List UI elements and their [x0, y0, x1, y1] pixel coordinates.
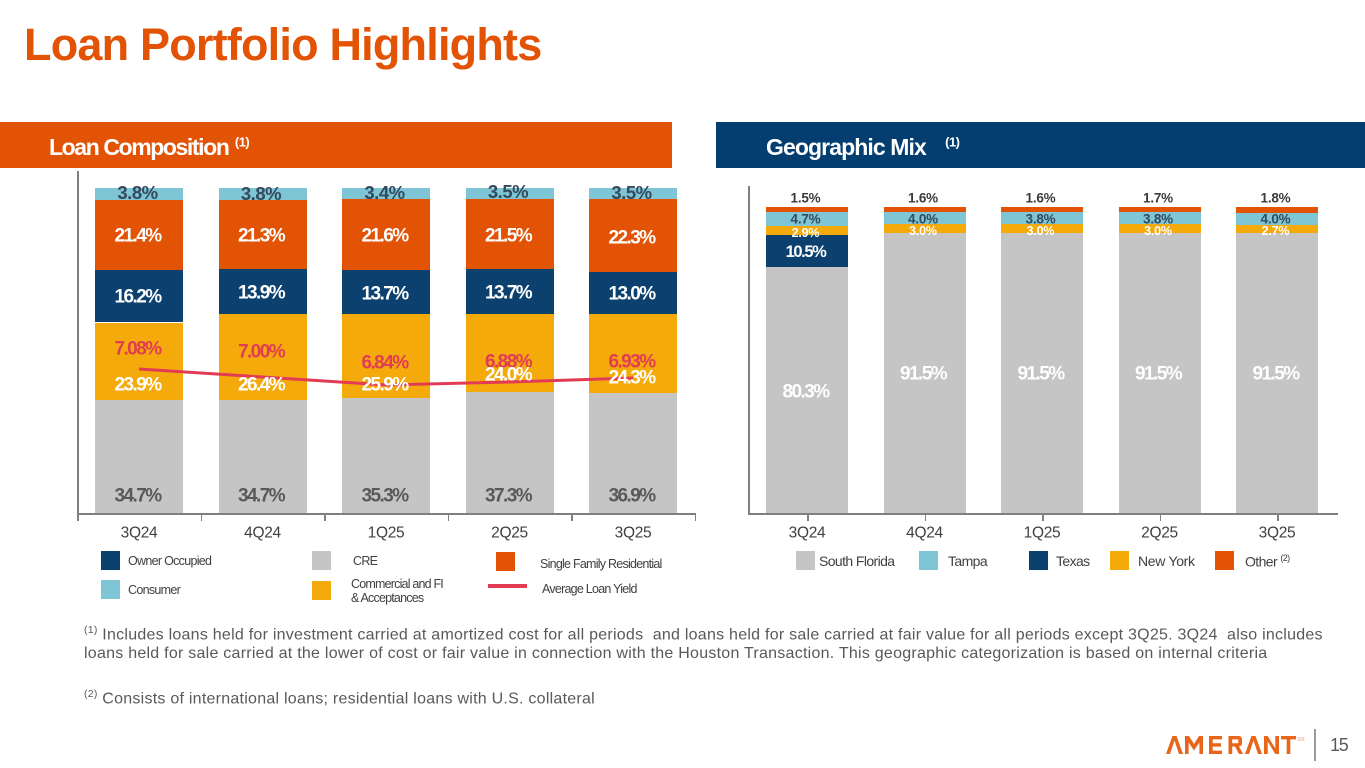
svg-text:SM: SM [1297, 737, 1305, 743]
